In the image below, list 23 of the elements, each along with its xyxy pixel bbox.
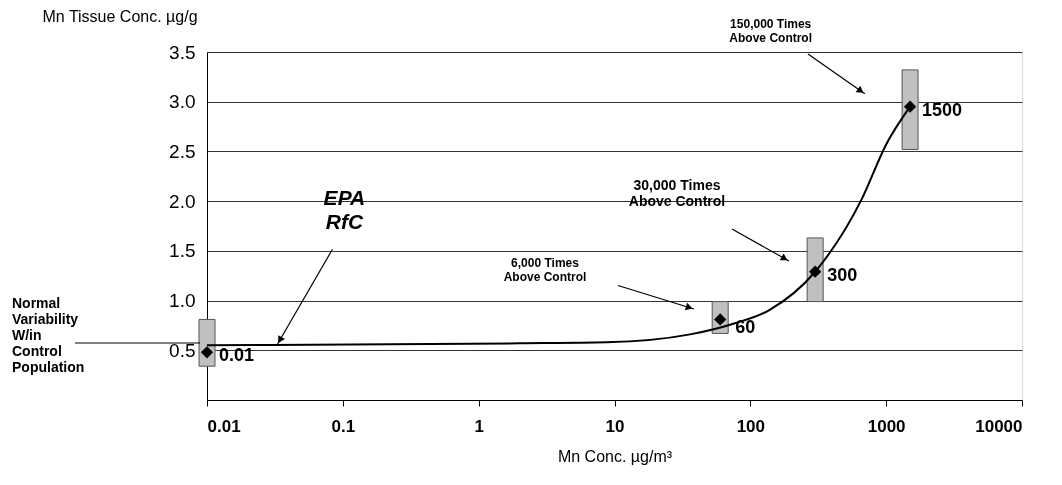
annotation: 60: [735, 317, 756, 338]
x-tick-label: 1: [474, 416, 484, 436]
annotation: 300: [827, 264, 858, 285]
y-tick-label: 3.0: [169, 91, 196, 113]
y-axis-title: Mn Tissue Conc. µg/g: [42, 7, 198, 25]
y-tick-label: 1.5: [169, 240, 196, 262]
x-tick-label: 10: [605, 416, 625, 436]
annotation: 6,000 Times Above Control: [503, 256, 587, 284]
y-tick-label: 1.0: [169, 290, 196, 312]
x-tick-label: 100: [736, 416, 766, 436]
x-tick-label: 1000: [867, 416, 906, 436]
y-tick-label: 2.0: [169, 190, 196, 212]
y-tick-label: 0.5: [169, 339, 196, 361]
text: Normal Variability W/in Control Population: [12, 295, 85, 376]
y-tick-label: 3.5: [169, 41, 196, 63]
y-tick-label: 2.5: [169, 140, 196, 162]
annotation: 1500: [922, 99, 963, 120]
annotation: 0.01: [219, 345, 255, 366]
x-tick-label: 10000: [975, 416, 1023, 436]
text: 150,000 Times Above Control: [729, 17, 813, 45]
x-tick-label: 0.1: [331, 416, 356, 436]
x-axis-title: Mn Conc. µg/m³: [557, 447, 673, 465]
x-tick-label: 0.01: [207, 416, 241, 436]
